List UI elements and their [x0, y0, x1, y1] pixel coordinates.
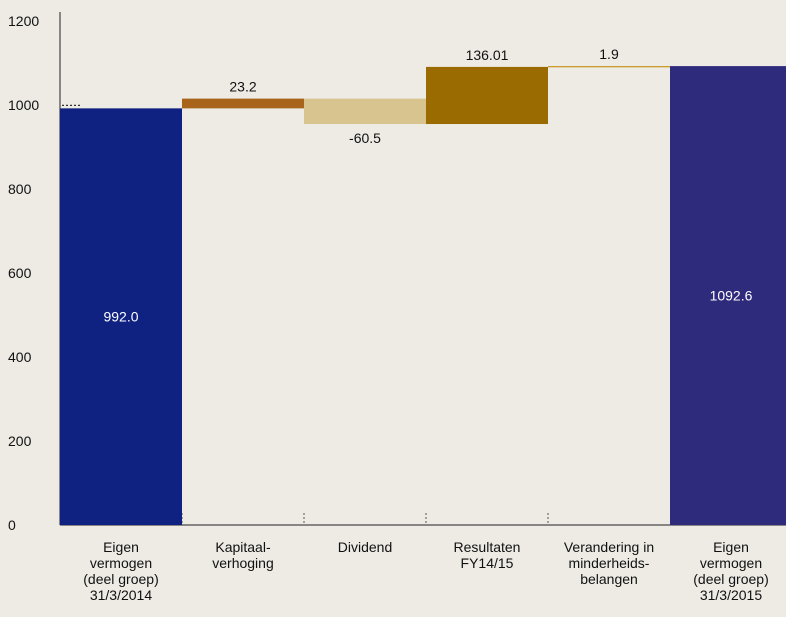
category-label: Resultaten FY14/15: [454, 539, 521, 571]
data-label: 1.9: [599, 46, 619, 62]
delta-bar: [304, 98, 426, 125]
total-bar: [60, 108, 182, 526]
data-label: 1092.6: [710, 288, 753, 304]
y-tick-label: 1200: [8, 13, 39, 29]
y-tick-label: 400: [8, 349, 32, 365]
category-labels: Eigen vermogen (deel groep) 31/3/2014 Kapita…: [83, 539, 769, 603]
data-label: 136.01: [466, 47, 509, 63]
y-tick-label: 0: [8, 517, 16, 533]
category-label: Kapitaal-verhoging: [212, 539, 274, 571]
total-bar: [670, 66, 786, 525]
y-tick-label: 800: [8, 181, 32, 197]
data-label: -60.5: [349, 130, 381, 146]
category-label: Eigen vermogen (deel groep) 31/3/2015: [693, 539, 769, 603]
data-labels: 992.0 23.2 -60.5 136.01 1.9 1092.6: [103, 46, 752, 325]
delta-bar: [182, 98, 304, 109]
bars: [60, 66, 786, 526]
delta-bar: [426, 66, 548, 125]
delta-bar: [548, 66, 670, 68]
category-label: Dividend: [338, 539, 392, 555]
y-tick-label: 1000: [8, 97, 39, 113]
data-label: 23.2: [229, 79, 256, 95]
y-tick-label: 600: [8, 265, 32, 281]
y-tick-label: 200: [8, 433, 32, 449]
category-label: Verandering in minderheids-belangen: [564, 539, 654, 587]
category-label: Eigen vermogen (deel groep) 31/3/2014: [83, 539, 159, 603]
data-label: 992.0: [103, 309, 138, 325]
